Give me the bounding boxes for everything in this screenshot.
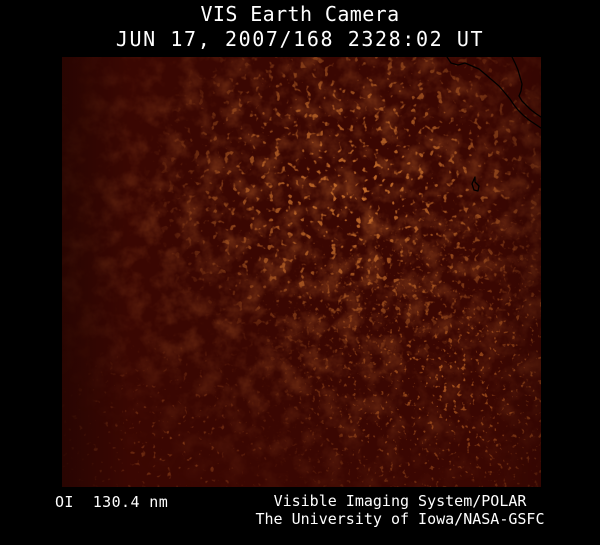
credit-line-1: Visible Imaging System/POLAR <box>273 492 527 510</box>
edge-vignette <box>62 57 541 487</box>
credit-line-2: The University of Iowa/NASA-GSFC <box>255 510 545 528</box>
coastline-line-west <box>446 57 541 129</box>
credit-block: Visible Imaging System/POLAR The Univers… <box>255 492 545 528</box>
timestamp-label: JUN 17, 2007/168 2328:02 UT <box>115 27 485 51</box>
coastline-line-east <box>511 57 541 118</box>
camera-image <box>62 57 541 487</box>
wavelength-label: OI 130.4 nm <box>55 493 169 511</box>
coastline-overlay <box>446 57 541 192</box>
island-outline <box>471 176 480 192</box>
page-title: VIS Earth Camera <box>200 2 400 26</box>
camera-image-canvas <box>62 57 541 487</box>
